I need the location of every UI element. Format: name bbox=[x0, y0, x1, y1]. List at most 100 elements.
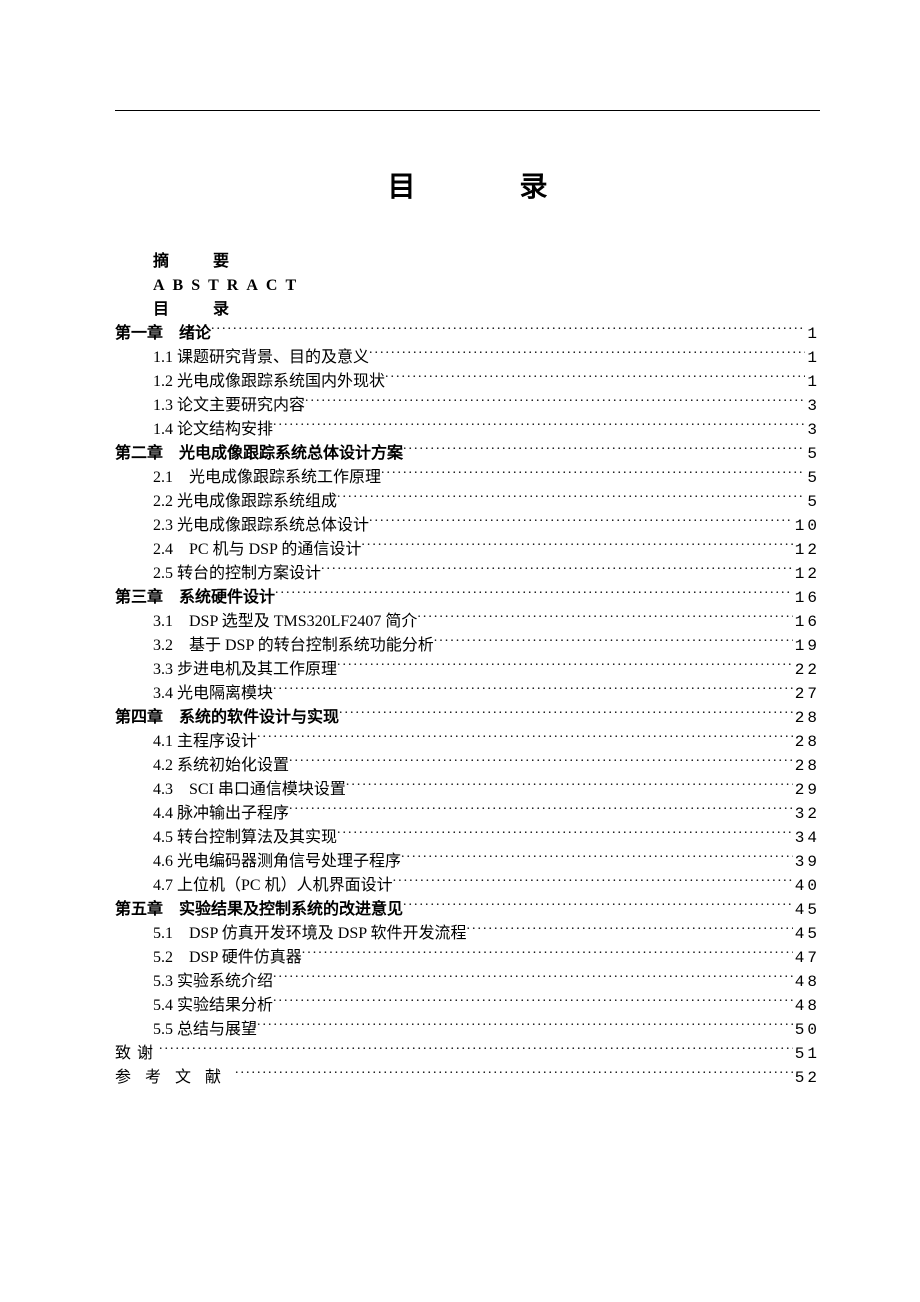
toc-section-line: 2.1 光电成像跟踪系统工作原理 5 bbox=[115, 466, 820, 490]
toc-page-number: 51 bbox=[793, 1042, 820, 1066]
header-rule bbox=[115, 110, 820, 111]
dot-leader bbox=[257, 1018, 793, 1034]
toc-entry-label: 第五章 实验结果及控制系统的改进意见 bbox=[115, 898, 403, 922]
dot-leader bbox=[273, 418, 805, 434]
toc-chapter-line: 致谢 51 bbox=[115, 1042, 820, 1066]
toc-chapter-line: 参考文献 52 bbox=[115, 1066, 820, 1090]
toc-entry-label: 参考文献 bbox=[115, 1066, 235, 1090]
toc-page-number: 1 bbox=[805, 370, 820, 394]
toc-entry-label: 1.2 光电成像跟踪系统国内外现状 bbox=[153, 370, 385, 394]
toc-title: 目 录 bbox=[115, 165, 820, 205]
toc-entry-label: 3.3 步进电机及其工作原理 bbox=[153, 658, 337, 682]
toc-entry-label: 4.4 脉冲输出子程序 bbox=[153, 802, 289, 826]
toc-section-line: 5.5 总结与展望50 bbox=[115, 1018, 820, 1042]
dot-leader bbox=[211, 322, 805, 338]
dot-leader bbox=[159, 1042, 793, 1058]
toc-section-line: 5.2 DSP 硬件仿真器 47 bbox=[115, 946, 820, 970]
toc-page-number: 12 bbox=[793, 562, 820, 586]
toc-chapter-line: 第五章 实验结果及控制系统的改进意见45 bbox=[115, 898, 820, 922]
toc-section-line: 2.4 PC 机与 DSP 的通信设计12 bbox=[115, 538, 820, 562]
toc-section-line: 3.1 DSP 选型及 TMS320LF2407 简介16 bbox=[115, 610, 820, 634]
toc-section-line: 5.3 实验系统介绍48 bbox=[115, 970, 820, 994]
toc-entry-label: 3.1 DSP 选型及 TMS320LF2407 简介 bbox=[153, 610, 417, 634]
dot-leader bbox=[337, 658, 793, 674]
toc-section-line: 1.1 课题研究背景、目的及意义 1 bbox=[115, 346, 820, 370]
dot-leader bbox=[361, 538, 792, 554]
toc-page-number: 52 bbox=[793, 1066, 820, 1090]
toc-entry-label: 1.1 课题研究背景、目的及意义 bbox=[153, 346, 369, 370]
toc-page-number: 22 bbox=[793, 658, 820, 682]
toc-section-line: 2.2 光电成像跟踪系统组成5 bbox=[115, 490, 820, 514]
toc-section-line: 4.5 转台控制算法及其实现 34 bbox=[115, 826, 820, 850]
dot-leader bbox=[302, 946, 793, 962]
toc-page-number: 45 bbox=[793, 922, 820, 946]
dot-leader bbox=[346, 778, 793, 794]
toc-page-number: 39 bbox=[793, 850, 820, 874]
toc-page-number: 3 bbox=[805, 394, 820, 418]
toc-entry-label: 4.1 主程序设计 bbox=[153, 730, 257, 754]
toc-page-number: 34 bbox=[793, 826, 820, 850]
toc-entry-label: 4.3 SCI 串口通信模块设置 bbox=[153, 778, 346, 802]
dot-leader bbox=[467, 922, 793, 938]
toc-section-line: 4.6 光电编码器测角信号处理子程序 39 bbox=[115, 850, 820, 874]
dot-leader bbox=[385, 370, 805, 386]
toc-entry-label: 5.2 DSP 硬件仿真器 bbox=[153, 946, 302, 970]
toc-entry-label: 5.5 总结与展望 bbox=[153, 1018, 257, 1042]
toc-entry-label: 1.3 论文主要研究内容 bbox=[153, 394, 305, 418]
toc-page-number: 28 bbox=[793, 754, 820, 778]
toc-page-number: 5 bbox=[805, 442, 820, 466]
toc-page-number: 47 bbox=[793, 946, 820, 970]
toc-page-number: 10 bbox=[793, 514, 820, 538]
toc-section-line: 2.5 转台的控制方案设计12 bbox=[115, 562, 820, 586]
toc-entry-label: 2.4 PC 机与 DSP 的通信设计 bbox=[153, 538, 361, 562]
title-left: 目 bbox=[387, 172, 415, 203]
toc-page-number: 19 bbox=[793, 634, 820, 658]
toc-page-number: 1 bbox=[805, 322, 820, 346]
toc-section-line: 1.3 论文主要研究内容 3 bbox=[115, 394, 820, 418]
toc-section-line: 2.3 光电成像跟踪系统总体设计 10 bbox=[115, 514, 820, 538]
toc-body: 摘 要ABSTRACT目 录第一章 绪论11.1 课题研究背景、目的及意义11.… bbox=[115, 250, 820, 1090]
toc-chapter-line: 第二章 光电成像跟踪系统总体设计方案5 bbox=[115, 442, 820, 466]
toc-frontmatter-label: 摘 要 bbox=[153, 250, 243, 274]
toc-page-number: 1 bbox=[805, 346, 820, 370]
toc-entry-label: 5.3 实验系统介绍 bbox=[153, 970, 273, 994]
toc-section-line: 1.4 论文结构安排3 bbox=[115, 418, 820, 442]
dot-leader bbox=[369, 346, 805, 362]
toc-entry-label: 第一章 绪论 bbox=[115, 322, 211, 346]
dot-leader bbox=[401, 850, 793, 866]
toc-page-number: 5 bbox=[805, 466, 820, 490]
toc-entry-label: 4.2 系统初始化设置 bbox=[153, 754, 289, 778]
toc-section-line: 5.1 DSP 仿真开发环境及 DSP 软件开发流程45 bbox=[115, 922, 820, 946]
toc-entry-label: 致谢 bbox=[115, 1042, 159, 1066]
dot-leader bbox=[339, 706, 793, 722]
dot-leader bbox=[273, 970, 793, 986]
toc-entry-label: 4.6 光电编码器测角信号处理子程序 bbox=[153, 850, 401, 874]
toc-chapter-line: 第四章 系统的软件设计与实现28 bbox=[115, 706, 820, 730]
toc-page-number: 40 bbox=[793, 874, 820, 898]
dot-leader bbox=[235, 1066, 793, 1082]
toc-frontmatter-line: ABSTRACT bbox=[115, 274, 820, 298]
dot-leader bbox=[305, 394, 805, 410]
dot-leader bbox=[257, 730, 793, 746]
toc-entry-label: 4.7 上位机（PC 机）人机界面设计 bbox=[153, 874, 393, 898]
toc-section-line: 3.2 基于 DSP 的转台控制系统功能分析 19 bbox=[115, 634, 820, 658]
toc-entry-label: 第三章 系统硬件设计 bbox=[115, 586, 275, 610]
dot-leader bbox=[289, 754, 793, 770]
toc-frontmatter-line: 目 录 bbox=[115, 298, 820, 322]
toc-section-line: 3.3 步进电机及其工作原理 22 bbox=[115, 658, 820, 682]
toc-entry-label: 3.2 基于 DSP 的转台控制系统功能分析 bbox=[153, 634, 434, 658]
title-right: 录 bbox=[520, 172, 548, 203]
toc-entry-label: 2.1 光电成像跟踪系统工作原理 bbox=[153, 466, 381, 490]
dot-leader bbox=[381, 466, 805, 482]
toc-entry-label: 4.5 转台控制算法及其实现 bbox=[153, 826, 337, 850]
toc-page-number: 28 bbox=[793, 706, 820, 730]
dot-leader bbox=[369, 514, 793, 530]
toc-page-number: 32 bbox=[793, 802, 820, 826]
dot-leader bbox=[273, 994, 793, 1010]
toc-section-line: 3.4 光电隔离模块27 bbox=[115, 682, 820, 706]
toc-page-number: 48 bbox=[793, 994, 820, 1018]
toc-section-line: 4.1 主程序设计28 bbox=[115, 730, 820, 754]
toc-entry-label: 2.3 光电成像跟踪系统总体设计 bbox=[153, 514, 369, 538]
dot-leader bbox=[403, 442, 805, 458]
dot-leader bbox=[321, 562, 793, 578]
